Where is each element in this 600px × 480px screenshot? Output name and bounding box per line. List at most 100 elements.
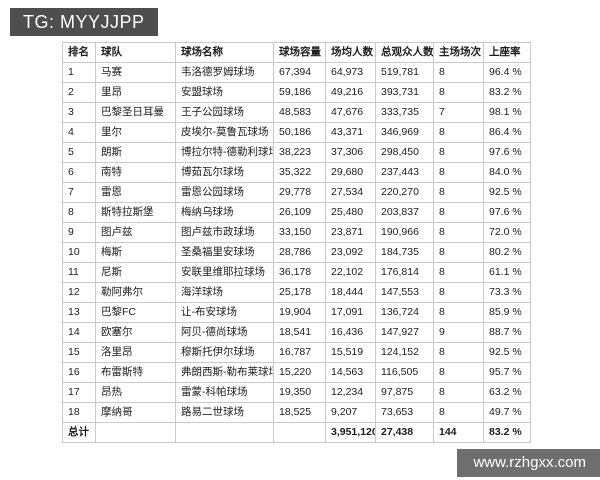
table-cell: 49.7 % (483, 402, 531, 423)
total-cell: 83.2 % (483, 422, 531, 443)
table-cell: 36,178 (273, 262, 326, 283)
table-cell: 18,444 (325, 282, 376, 303)
table-cell: 73,653 (375, 402, 434, 423)
table-cell: 116,505 (375, 362, 434, 383)
table-cell: 8 (433, 222, 484, 243)
table-cell: 14 (62, 322, 96, 343)
table-cell: 86.4 % (483, 122, 531, 143)
table-cell: 49,216 (325, 82, 376, 103)
table-cell: 6 (62, 162, 96, 183)
table-cell: 8 (433, 282, 484, 303)
table-row: 10 梅斯 圣桑福里安球场 28,786 23,092 184,735 8 80.2 % (62, 242, 531, 263)
column-header-4: 场均人数 (325, 42, 376, 63)
table-cell: 15,519 (325, 342, 376, 363)
table-row: 11 尼斯 安联里维耶拉球场 36,178 22,102 176,814 8 61.1 % (62, 262, 531, 283)
table-cell: 7 (433, 102, 484, 123)
table-cell: 97.6 % (483, 202, 531, 223)
table-row: 13 巴黎FC 让-布安球场 19,904 17,091 136,724 8 85.9 % (62, 302, 531, 323)
table-cell: 南特 (95, 162, 176, 183)
table-cell: 9 (433, 322, 484, 343)
table-cell: 237,443 (375, 162, 434, 183)
site-watermark-badge: www.rzhgxx.com (457, 449, 600, 477)
table-cell: 图卢兹 (95, 222, 176, 243)
table-cell: 26,109 (273, 202, 326, 223)
table-cell: 88.7 % (483, 322, 531, 343)
table-cell: 95.7 % (483, 362, 531, 383)
table-cell: 穆斯托伊尔球场 (175, 342, 274, 363)
table-cell: 92.5 % (483, 342, 531, 363)
table-cell: 23,092 (325, 242, 376, 263)
table-cell: 190,966 (375, 222, 434, 243)
table-row: 18 摩纳哥 路易二世球场 18,525 9,207 73,653 8 49.7 % (62, 402, 531, 423)
table-cell: 333,735 (375, 102, 434, 123)
table-cell: 14,563 (325, 362, 376, 383)
table-cell: 路易二世球场 (175, 402, 274, 423)
table-cell: 519,781 (375, 62, 434, 83)
table-cell: 72.0 % (483, 222, 531, 243)
table-cell: 29,680 (325, 162, 376, 183)
table-cell: 王子公园球场 (175, 102, 274, 123)
table-row: 5 朗斯 博拉尔特-德勒利球场 38,223 37,306 298,450 8 97.6 % (62, 142, 531, 163)
table-cell: 雷恩公园球场 (175, 182, 274, 203)
table-row: 14 欧塞尔 阿贝-德尚球场 18,541 16,436 147,927 9 88.7 % (62, 322, 531, 343)
table-cell: 67,394 (273, 62, 326, 83)
table-cell: 8 (433, 302, 484, 323)
table-cell: 4 (62, 122, 96, 143)
table-cell: 尼斯 (95, 262, 176, 283)
table-cell: 雷蒙-科帕球场 (175, 382, 274, 403)
table-cell: 8 (433, 382, 484, 403)
table-cell: 阿贝-德尚球场 (175, 322, 274, 343)
table-cell: 12 (62, 282, 96, 303)
table-cell: 98.1 % (483, 102, 531, 123)
table-cell: 圣桑福里安球场 (175, 242, 274, 263)
table-cell: 124,152 (375, 342, 434, 363)
table-cell: 7 (62, 182, 96, 203)
table-cell: 8 (433, 402, 484, 423)
table-cell: 8 (433, 162, 484, 183)
table-cell: 皮埃尔-莫鲁瓦球场 (175, 122, 274, 143)
table-cell: 8 (433, 62, 484, 83)
table-cell: 61.1 % (483, 262, 531, 283)
table-cell: 海洋球场 (175, 282, 274, 303)
table-cell: 176,814 (375, 262, 434, 283)
table-row: 17 昂热 雷蒙-科帕球场 19,350 12,234 97,875 8 63.2 % (62, 382, 531, 403)
table-cell: 5 (62, 142, 96, 163)
column-header-1: 球队 (95, 42, 176, 63)
table-cell: 8 (62, 202, 96, 223)
table-row: 4 里尔 皮埃尔-莫鲁瓦球场 50,186 43,371 346,969 8 86.4 % (62, 122, 531, 143)
table-cell: 16,436 (325, 322, 376, 343)
table-cell: 27,534 (325, 182, 376, 203)
table-cell: 摩纳哥 (95, 402, 176, 423)
table-cell: 博茹瓦尔球场 (175, 162, 274, 183)
table-cell: 勒阿弗尔 (95, 282, 176, 303)
total-cell: 144 (433, 422, 484, 443)
table-cell: 9 (62, 222, 96, 243)
table-cell: 博拉尔特-德勒利球场 (175, 142, 274, 163)
table-cell: 17 (62, 382, 96, 403)
table-cell: 巴黎圣日耳曼 (95, 102, 176, 123)
column-header-5: 总观众人数 (375, 42, 434, 63)
table-body: 1 马赛 韦洛德罗姆球场 67,394 64,973 519,781 8 96.4 % 2 里昂安… (62, 62, 531, 423)
table-cell: 12,234 (325, 382, 376, 403)
table-cell: 59,186 (273, 82, 326, 103)
table-cell: 马赛 (95, 62, 176, 83)
table-cell: 8 (433, 122, 484, 143)
table-cell: 让-布安球场 (175, 302, 274, 323)
table-cell: 298,450 (375, 142, 434, 163)
table-cell: 18,525 (273, 402, 326, 423)
table-cell: 2 (62, 82, 96, 103)
table-cell: 184,735 (375, 242, 434, 263)
table-cell: 昂热 (95, 382, 176, 403)
table-cell: 安联里维耶拉球场 (175, 262, 274, 283)
header-row: 排名 球队 球场名称 球场容量 场均人数 总观众人数 主场场次 上座率 (62, 42, 531, 63)
table-row: 3 巴黎圣日耳曼 王子公园球场 48,583 47,676 333,735 7 98.1 % (62, 102, 531, 123)
table-cell: 47,676 (325, 102, 376, 123)
table-cell: 8 (433, 362, 484, 383)
column-header-6: 主场场次 (433, 42, 484, 63)
table-cell: 13 (62, 302, 96, 323)
table-row: 12 勒阿弗尔 海洋球场 25,178 18,444 147,553 8 73.3 % (62, 282, 531, 303)
table-cell: 19,350 (273, 382, 326, 403)
table-cell: 92.5 % (483, 182, 531, 203)
table-cell: 梅斯 (95, 242, 176, 263)
